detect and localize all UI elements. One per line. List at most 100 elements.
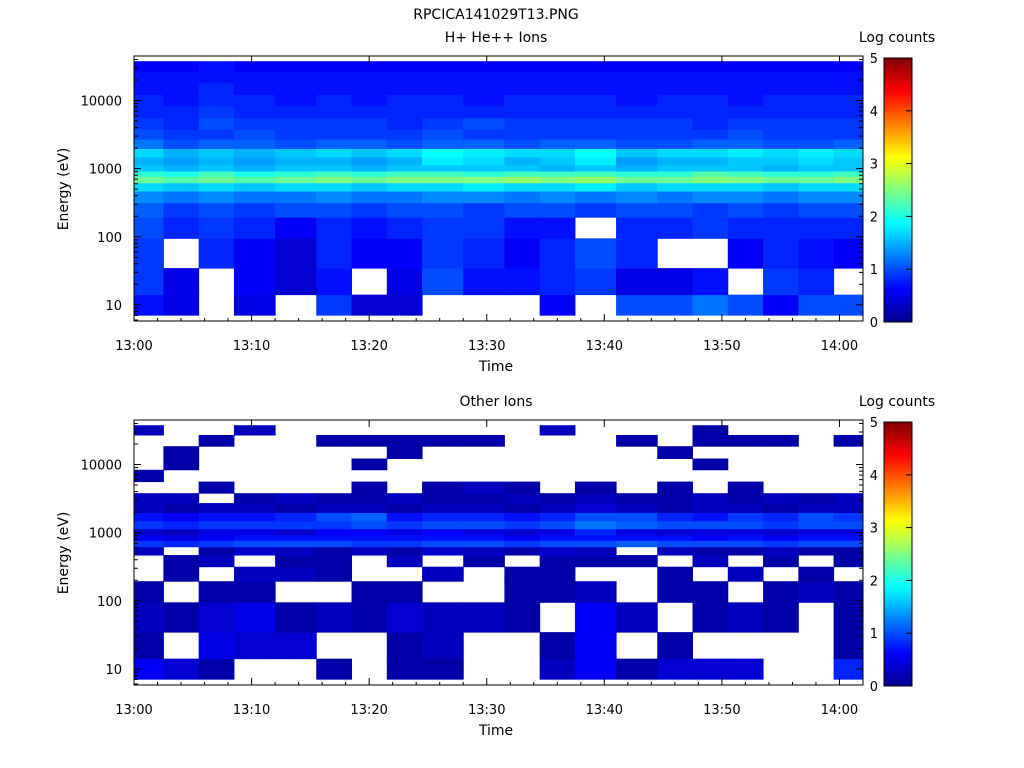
heatmap-cell [233,148,276,158]
heatmap-cell [233,632,276,660]
heatmap-cell [163,105,200,119]
heatmap-cell [422,546,464,556]
heatmap-cell [386,176,423,184]
heatmap-cell [134,70,164,83]
heatmap-cell [616,540,658,548]
heatmap-cell [275,217,317,239]
heatmap-cell [275,540,317,548]
heatmap-cell [463,520,505,530]
heatmap-cell [351,61,388,72]
heatmap-cell [316,217,353,239]
heatmap-cell [134,632,164,660]
heatmap-cell [692,425,729,436]
panel-h-he-ions: H+ He++ Ions Log counts 13:00 13:10 13:20 1… [56,30,935,375]
heatmap-cell [798,148,835,158]
heatmap-cell [833,217,864,239]
heatmap-cell [198,217,235,239]
heatmap-cell [616,434,658,447]
heatmap-cell [833,176,864,184]
heatmap-cell [316,70,353,83]
heatmap-cell [727,658,764,680]
heatmap-cell [657,632,694,660]
heatmap-cell [134,61,164,72]
heatmap-cell [134,164,164,172]
heatmap-cell [539,182,576,192]
heatmap-cell [574,129,617,140]
heatmap-cell [798,176,835,184]
heatmap-cell [463,535,505,541]
x-tick-label: 13:50 [703,339,740,354]
colorbar-tick-label: 0 [870,680,878,695]
heatmap-cell [616,164,658,172]
heatmap-cell [574,117,617,130]
heatmap-cell [692,528,729,536]
colorbar-tick-label: 2 [870,210,878,225]
heatmap-cell [163,164,200,172]
heatmap-cell [134,294,164,316]
heatmap-cell [134,520,164,530]
heatmap-cell [727,156,764,166]
heatmap-cell [134,82,164,96]
heatmap-cell [539,156,576,166]
heatmap-cell [316,105,353,119]
heatmap-cell [798,61,835,72]
heatmap-cell [504,105,541,119]
heatmap-cell [316,176,353,184]
heatmap-cell [463,156,505,166]
heatmap-cell [163,202,200,218]
heatmap-cell [351,493,388,504]
heatmap-cell [692,546,729,556]
heatmap-cell [763,520,799,530]
heatmap-cell [833,191,864,204]
heatmap-cell [616,238,658,269]
heatmap-cell [692,268,729,296]
x-tick-label: 13:50 [703,703,740,718]
heatmap-cell [763,528,799,536]
heatmap-cell [798,117,835,130]
heatmap-cell [727,94,764,107]
heatmap-cell [833,658,864,680]
heatmap-cell [763,129,799,140]
heatmap-cell [692,202,729,218]
heatmap-cell [163,566,200,582]
heatmap-cell [351,182,388,192]
heatmap-cell [134,268,164,296]
heatmap-cell [574,171,617,177]
heatmap-cell [574,268,617,296]
heatmap-cell [316,512,353,522]
heatmap-cell [692,105,729,119]
heatmap-cell [692,176,729,184]
heatmap-cell [833,528,864,536]
heatmap-cell [463,171,505,177]
heatmap-cell [134,202,164,218]
heatmap-cell [798,238,835,269]
heatmap-cell [727,503,764,513]
heatmap-cell [798,139,835,149]
heatmap-cell [386,658,423,680]
heatmap-cell [275,61,317,72]
heatmap-cell [463,117,505,130]
heatmap-cell [386,602,423,633]
heatmap-cell [833,70,864,83]
heatmap-cell [763,535,799,541]
heatmap-cell [463,139,505,149]
heatmap-cell [233,156,276,166]
heatmap-cell [763,176,799,184]
heatmap-cell [233,82,276,96]
heatmap-cell [692,434,729,447]
heatmap-cell [539,520,576,530]
heatmap-cell [134,425,164,436]
heatmap-cell [198,82,235,96]
heatmap-cell [316,566,353,582]
heatmap-cell [657,520,694,530]
heatmap-cell [616,61,658,72]
heatmap-cell [163,139,200,149]
heatmap-cell [463,191,505,204]
heatmap-cell [316,294,353,316]
heatmap-cell [463,202,505,218]
heatmap-cell [763,602,799,633]
y-tick-label: 1000 [89,163,122,178]
heatmap-cell [163,82,200,96]
heatmap-cell [727,176,764,184]
heatmap-cell [539,503,576,513]
